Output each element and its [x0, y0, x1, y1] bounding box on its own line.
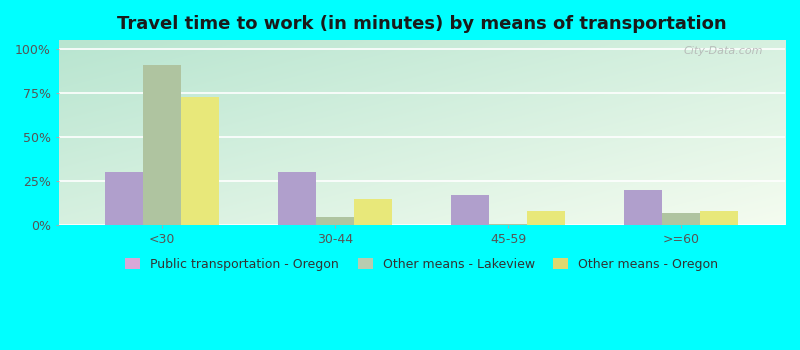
Bar: [451, 195, 490, 225]
Bar: [527, 211, 566, 225]
Bar: [106, 173, 143, 225]
Bar: [182, 97, 219, 225]
Bar: [278, 173, 316, 225]
Bar: [700, 211, 738, 225]
Bar: [624, 190, 662, 225]
Title: Travel time to work (in minutes) by means of transportation: Travel time to work (in minutes) by mean…: [117, 15, 726, 33]
Bar: [354, 199, 392, 225]
Text: City-Data.com: City-Data.com: [684, 46, 763, 56]
Legend: Public transportation - Oregon, Other means - Lakeview, Other means - Oregon: Public transportation - Oregon, Other me…: [122, 254, 722, 275]
Bar: [662, 213, 700, 225]
Bar: [316, 217, 354, 225]
Bar: [143, 65, 182, 225]
Bar: [490, 224, 527, 225]
